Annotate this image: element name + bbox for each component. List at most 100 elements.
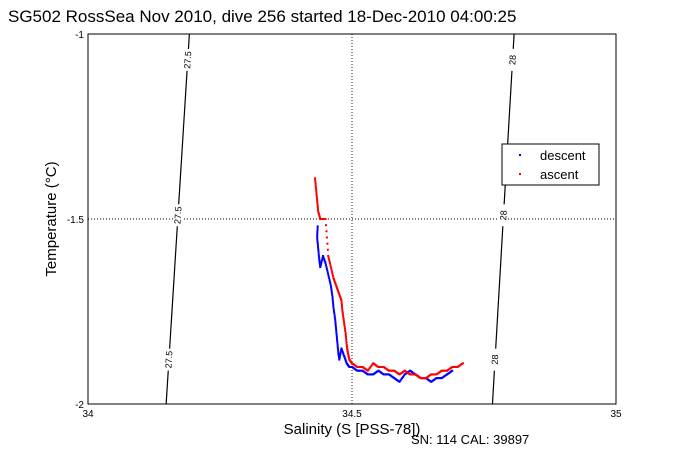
data-point-ascent [344,330,347,333]
data-point-ascent [342,316,345,319]
data-point-descent [316,234,319,237]
data-point-ascent [317,208,319,211]
data-point-ascent [329,266,332,269]
data-point-descent [317,253,320,256]
data-point-ascent [333,279,336,282]
data-point-descent [334,323,337,326]
series-descent [316,225,454,383]
data-point-descent [319,264,322,267]
data-point-ascent [371,363,374,366]
data-point-ascent [343,321,346,324]
data-point-ascent [314,184,317,187]
data-point-descent [330,288,333,291]
data-point-ascent [340,301,343,304]
data-point-ascent [326,242,329,245]
contour-label-28-2: 28 [490,354,501,365]
data-point-descent [318,258,321,261]
data-point-descent [321,258,324,261]
data-point-ascent [318,214,321,217]
data-point-descent [333,316,336,319]
contour-label-28-0: 28 [507,55,518,66]
data-point-ascent [334,282,337,285]
data-point-descent [402,374,405,377]
data-point-ascent [316,199,319,202]
data-point-descent [344,358,347,361]
data-point-ascent [461,362,464,365]
data-point-ascent [342,319,345,322]
data-point-ascent [347,354,350,357]
data-point-ascent [314,181,317,183]
data-point-descent [331,295,334,298]
data-point-descent [335,327,337,330]
data-point-descent [323,259,326,262]
data-point-descent [343,354,346,357]
data-point-ascent [344,329,347,331]
data-point-descent [316,242,319,244]
data-point-descent [344,359,347,362]
data-point-ascent [370,364,373,367]
data-point-ascent [341,310,344,313]
data-point-ascent [331,273,334,276]
data-point-descent [451,369,454,372]
y-tick-label-minus-2: -2 [75,400,84,411]
data-point-ascent [340,299,343,302]
data-point-ascent [346,347,349,350]
data-point-ascent [345,345,348,347]
data-point-ascent [334,283,337,286]
data-point-ascent [336,289,339,292]
chart-title: SG502 RossSea Nov 2010, dive 256 started… [8,7,516,26]
legend-marker-descent [519,154,521,156]
data-point-descent [344,357,346,360]
data-point-ascent [335,285,338,288]
contour-label-27-5-1: 27.5 [172,206,183,224]
data-point-ascent [330,269,333,272]
data-point-descent [401,377,404,380]
data-point-ascent [345,340,348,343]
data-point-descent [318,261,321,264]
y-axis: -1 -1.5 -2 Temperature (°C) [43,30,84,411]
data-point-descent [336,340,339,343]
data-point-ascent [316,205,319,207]
data-point-ascent [368,367,371,370]
data-point-ascent [336,287,338,290]
data-point-descent [339,353,342,356]
x-axis-label: Salinity (S [PSS-78]) [284,421,421,438]
data-point-descent [316,232,319,235]
data-point-ascent [345,336,347,339]
data-point-descent [329,284,332,287]
data-point-descent [328,279,331,282]
data-point-descent [332,304,335,307]
legend-marker-ascent [519,173,521,175]
data-point-ascent [338,294,341,297]
data-point-descent [400,378,403,381]
data-point-descent [332,303,335,306]
data-point-ascent [341,312,344,315]
data-point-descent [323,258,326,261]
data-point-descent [317,245,319,248]
series-ascent [314,177,464,380]
data-point-descent [325,266,328,269]
data-point-ascent [324,218,327,220]
data-point-ascent [315,192,318,195]
contour-label-27-5-2: 27.5 [163,351,174,369]
data-point-ascent [343,327,346,330]
data-point-ascent [317,211,320,214]
data-point-descent [330,290,333,293]
data-point-ascent [328,258,331,261]
data-point-descent [316,229,319,232]
data-point-ascent [342,317,345,320]
data-point-ascent [339,296,342,299]
data-point-descent [334,319,337,322]
data-point-ascent [345,338,348,341]
data-point-descent [339,354,341,357]
contour-label-bg [498,204,509,227]
data-point-descent [330,286,333,289]
data-point-descent [322,255,324,257]
contour-label-bg [163,348,175,371]
data-point-ascent [344,334,347,337]
data-point-ascent [314,177,316,180]
data-point-descent [316,231,319,233]
data-point-ascent [341,306,344,309]
data-point-descent [324,261,327,264]
legend: descent ascent [501,143,600,186]
